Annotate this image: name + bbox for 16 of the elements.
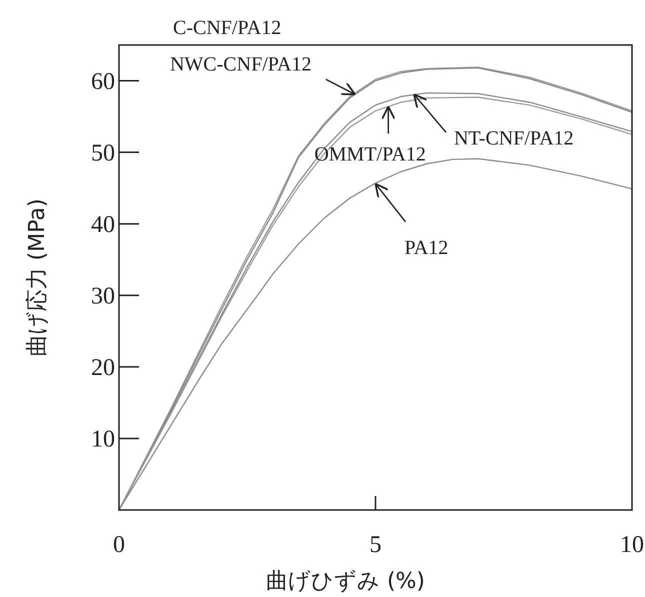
text: C-CNF/PA12 bbox=[173, 17, 282, 39]
annotation: NT-CNF/PA12 bbox=[454, 127, 574, 150]
y-tick-label: 50 bbox=[91, 140, 115, 166]
x-tick-label: 0 bbox=[113, 532, 125, 558]
x-axis-title: 曲げひずみ (%) bbox=[266, 569, 426, 594]
y-axis-title: 曲げ応力 (MPa) bbox=[25, 198, 50, 356]
annotation: OMMT/PA12 bbox=[314, 144, 426, 166]
y-tick-label: 60 bbox=[91, 68, 115, 95]
y-tick-label: 10 bbox=[91, 426, 115, 452]
y-tick-label: 40 bbox=[91, 212, 115, 238]
x-tick-label: 5 bbox=[370, 532, 382, 558]
y-tick-label: 30 bbox=[91, 283, 115, 310]
x-tick-label: 10 bbox=[620, 532, 644, 558]
y-tick-label: 20 bbox=[91, 354, 115, 381]
annotation: PA12 bbox=[404, 236, 448, 259]
annotation: NWC-CNF/PA12 bbox=[170, 53, 312, 76]
